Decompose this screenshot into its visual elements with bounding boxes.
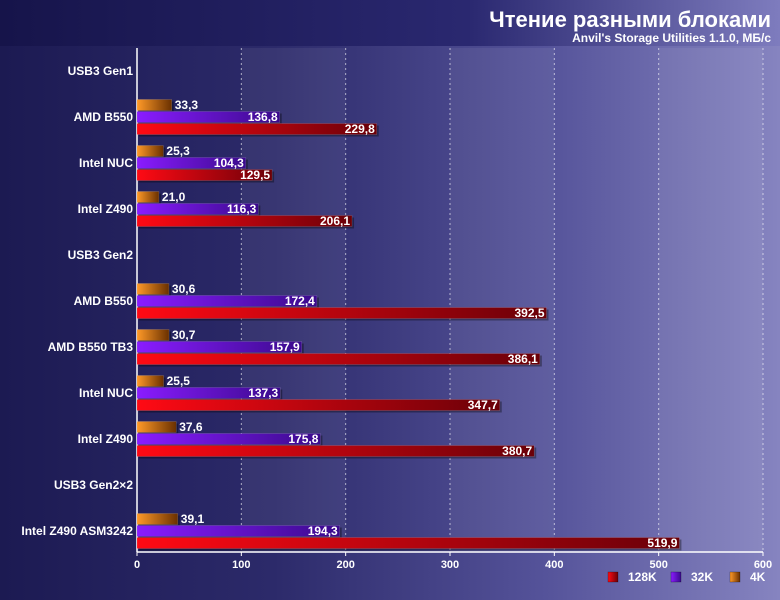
- bar-32K: [136, 525, 340, 537]
- x-tick-label: 500: [649, 559, 667, 571]
- value-label: 380,7: [502, 444, 532, 458]
- value-label: 30,6: [172, 282, 196, 296]
- x-tick-label: 100: [232, 559, 250, 571]
- value-label: 172,4: [285, 294, 315, 308]
- value-label: 33,3: [175, 98, 199, 112]
- bar-128K: [136, 353, 541, 365]
- legend-label: 4K: [750, 570, 766, 584]
- legend-swatch: [607, 571, 619, 583]
- legend-label: 128K: [628, 570, 657, 584]
- category-label: Intel NUC: [79, 386, 133, 400]
- bar-128K: [136, 445, 535, 457]
- bar-4K: [136, 99, 172, 111]
- value-label: 137,3: [248, 386, 278, 400]
- grid-band: [658, 48, 763, 552]
- category-label: Intel Z490 ASM3242: [21, 524, 133, 538]
- value-label: 30,7: [172, 328, 196, 342]
- labels: 0 100 200 300 400 500 600 USB3 Gen1 AMD B550 33,3…: [21, 64, 772, 571]
- value-label: 25,3: [166, 144, 190, 158]
- bar-4K: [136, 191, 160, 203]
- chart-subtitle: Anvil's Storage Utilities 1.1.0, МБ/с: [572, 31, 771, 45]
- legend: 128K 32K 4K: [607, 570, 766, 584]
- bar-128K: [136, 399, 501, 411]
- category-label: Intel NUC: [79, 156, 133, 170]
- bar-32K: [136, 157, 247, 169]
- value-label: 129,5: [240, 168, 270, 182]
- value-label: 25,5: [167, 374, 191, 388]
- category-label: Intel Z490: [78, 432, 134, 446]
- value-label: 194,3: [308, 524, 338, 538]
- bar-32K: [136, 433, 321, 445]
- bar-4K: [136, 283, 170, 295]
- category-label: USB3 Gen1: [68, 64, 134, 78]
- category-label: USB3 Gen2×2: [54, 478, 133, 492]
- bar-32K: [136, 203, 259, 215]
- value-label: 157,9: [270, 340, 300, 354]
- value-label: 39,1: [181, 512, 205, 526]
- category-label: AMD B550: [74, 110, 134, 124]
- bar-128K: [136, 123, 378, 135]
- bar-128K: [136, 537, 680, 549]
- bar-4K: [136, 513, 179, 525]
- x-tick-label: 600: [754, 559, 772, 571]
- value-label: 206,1: [320, 214, 350, 228]
- legend-swatch: [670, 571, 682, 583]
- category-label: Intel Z490: [78, 202, 134, 216]
- category-label: AMD B550: [74, 294, 134, 308]
- bars: [136, 99, 682, 551]
- value-label: 104,3: [214, 156, 244, 170]
- bar-32K: [136, 341, 302, 353]
- value-label: 21,0: [162, 190, 186, 204]
- bar-4K: [136, 145, 164, 157]
- x-tick-label: 300: [441, 559, 459, 571]
- value-label: 229,8: [345, 122, 375, 136]
- value-label: 392,5: [514, 306, 544, 320]
- bar-4K: [136, 329, 170, 341]
- value-label: 519,9: [647, 536, 677, 550]
- bar-32K: [136, 387, 281, 399]
- bar-32K: [136, 111, 280, 123]
- category-label: USB3 Gen2: [68, 248, 134, 262]
- chart-title: Чтение разными блоками: [489, 7, 771, 32]
- bar-4K: [136, 421, 177, 433]
- value-label: 175,8: [288, 432, 318, 446]
- header-band: [0, 0, 780, 46]
- value-label: 37,6: [179, 420, 203, 434]
- x-tick-label: 200: [336, 559, 354, 571]
- value-label: 136,8: [248, 110, 278, 124]
- value-label: 386,1: [508, 352, 538, 366]
- legend-label: 32K: [691, 570, 713, 584]
- legend-swatch: [729, 571, 741, 583]
- bar-128K: [136, 215, 353, 227]
- value-label: 116,3: [227, 202, 257, 216]
- value-label: 347,7: [468, 398, 498, 412]
- bar-32K: [136, 295, 318, 307]
- bar-128K: [136, 307, 547, 319]
- bar-4K: [136, 375, 164, 387]
- grid-band: [450, 48, 555, 552]
- x-tick-label: 400: [545, 559, 563, 571]
- category-label: AMD B550 TB3: [48, 340, 134, 354]
- bar-128K: [136, 169, 273, 181]
- x-tick-label: 0: [134, 559, 140, 571]
